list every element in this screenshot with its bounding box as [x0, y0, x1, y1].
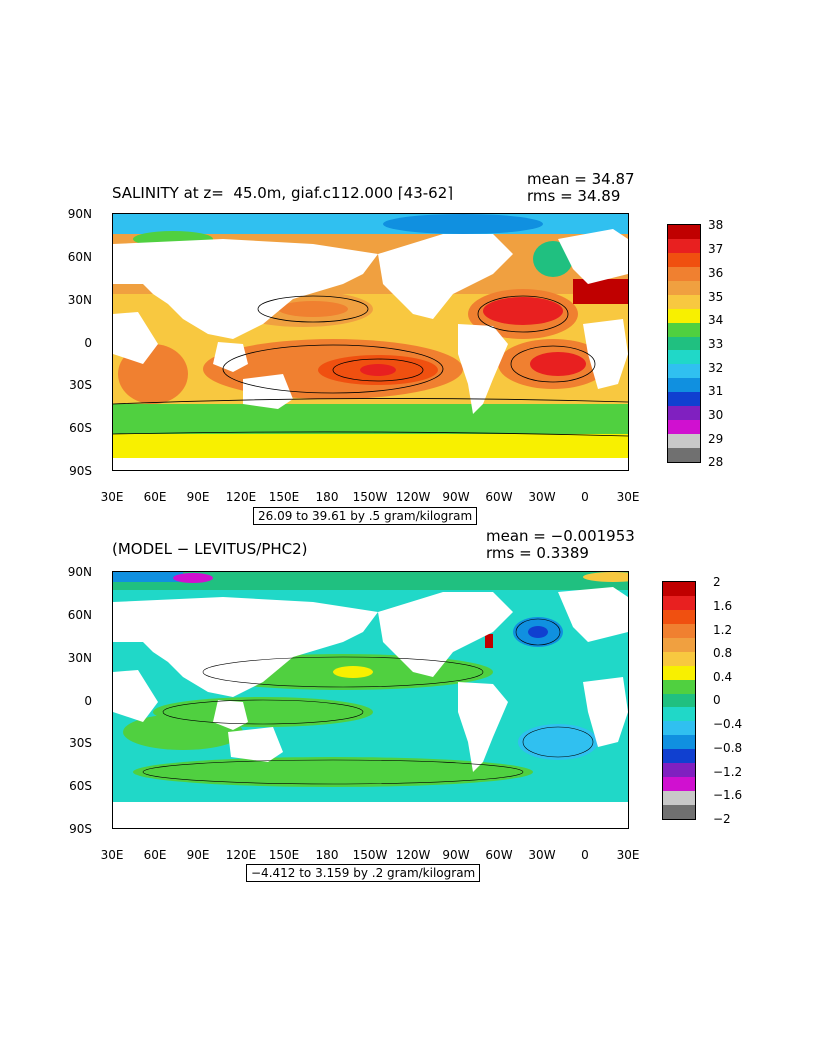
panel1-cb-label: 33	[708, 337, 724, 351]
panel2-xtick: 150E	[268, 848, 300, 862]
panel1-map-svg	[113, 214, 628, 470]
panel2-cb-label: 1.6	[713, 599, 733, 613]
panel1-cb-label: 35	[708, 290, 724, 304]
panel2-xtick: 150W	[352, 848, 388, 862]
panel1-ytick: 0	[84, 336, 92, 350]
panel2-xtick: 90W	[442, 848, 470, 862]
panel1-xtick: 180	[315, 490, 339, 504]
panel1-cb-label: 37	[708, 242, 724, 256]
panel1-xtick: 150W	[352, 490, 388, 504]
panel1-title: SALINITY at z= 45.0m, giaf.c112.000 ⌈43-…	[112, 184, 454, 202]
panel2-cb-label: −2	[713, 812, 731, 826]
panel2-ytick: 30S	[69, 736, 92, 750]
panel2-colorbar	[662, 581, 696, 820]
panel1-cb-label: 29	[708, 432, 724, 446]
panel1-map	[112, 213, 629, 471]
panel1-xtick: 90E	[186, 490, 210, 504]
panel2-cb-label: −1.2	[713, 765, 743, 779]
panel1-xtick: 60E	[143, 490, 167, 504]
panel1-cb-label: 32	[708, 361, 724, 375]
panel2-title: (MODEL − LEVITUS/PHC2)	[112, 540, 308, 558]
panel2-cb-label: 2	[713, 575, 721, 589]
panel2-map-svg	[113, 572, 628, 828]
panel1-xtick: 90W	[442, 490, 470, 504]
panel2-xtick: 30W	[528, 848, 556, 862]
panel1-xtick: 30E	[616, 490, 640, 504]
panel1-ytick: 30N	[67, 293, 92, 307]
panel1-xtick: 120E	[225, 490, 257, 504]
panel2-ytick: 90N	[67, 565, 92, 579]
panel2-mean: mean = −0.001953	[486, 527, 635, 545]
panel2-ytick: 30N	[67, 651, 92, 665]
panel1-ytick: 30S	[69, 378, 92, 392]
panel2-ytick: 90S	[69, 822, 92, 836]
panel2-xtick: 30E	[100, 848, 124, 862]
panel1-ytick: 90S	[69, 464, 92, 478]
panel1-ytick: 60N	[67, 250, 92, 264]
panel1-xtick: 30E	[100, 490, 124, 504]
panel1-range-label: 26.09 to 39.61 by .5 gram/kilogram	[253, 507, 478, 525]
panel2-xtick: 30E	[616, 848, 640, 862]
panel2-xtick: 180	[315, 848, 339, 862]
panel1-cb-label: 34	[708, 313, 724, 327]
panel2-xtick: 0	[581, 848, 589, 862]
panel1-xtick: 30W	[528, 490, 556, 504]
panel2-map	[112, 571, 629, 829]
panel2-range-label: −4.412 to 3.159 by .2 gram/kilogram	[246, 864, 481, 882]
panel1-cb-label: 36	[708, 266, 724, 280]
panel2-ytick: 60N	[67, 608, 92, 622]
panel2-cb-label: −1.6	[713, 788, 743, 802]
panel2-cb-label: −0.4	[713, 717, 743, 731]
panel1-cb-label: 31	[708, 384, 724, 398]
panel2-xtick: 60W	[485, 848, 513, 862]
panel2-xtick: 60E	[143, 848, 167, 862]
panel2-rms: rms = 0.3389	[486, 544, 589, 562]
panel2-cb-label: 0.8	[713, 646, 733, 660]
panel2-cb-label: −0.8	[713, 741, 743, 755]
panel2-ytick: 60S	[69, 779, 92, 793]
panel2-cb-label: 0.4	[713, 670, 733, 684]
panel1-ytick: 90N	[67, 207, 92, 221]
panel1-xtick: 60W	[485, 490, 513, 504]
panel2-xtick: 120W	[395, 848, 431, 862]
panel1-cb-label: 30	[708, 408, 724, 422]
panel1-cb-label: 28	[708, 455, 724, 469]
panel1-ytick: 60S	[69, 421, 92, 435]
panel1-rms: rms = 34.89	[527, 187, 621, 205]
panel1-xtick: 120W	[395, 490, 431, 504]
panel2-cb-label: 0	[713, 693, 721, 707]
panel1-xtick: 0	[581, 490, 589, 504]
panel2-ytick: 0	[84, 694, 92, 708]
panel2-xtick: 90E	[186, 848, 210, 862]
panel1-mean: mean = 34.87	[527, 170, 635, 188]
panel2-cb-label: 1.2	[713, 623, 733, 637]
panel1-xtick: 150E	[268, 490, 300, 504]
panel1-colorbar	[667, 224, 701, 463]
panel2-xtick: 120E	[225, 848, 257, 862]
panel1-cb-label: 38	[708, 218, 724, 232]
